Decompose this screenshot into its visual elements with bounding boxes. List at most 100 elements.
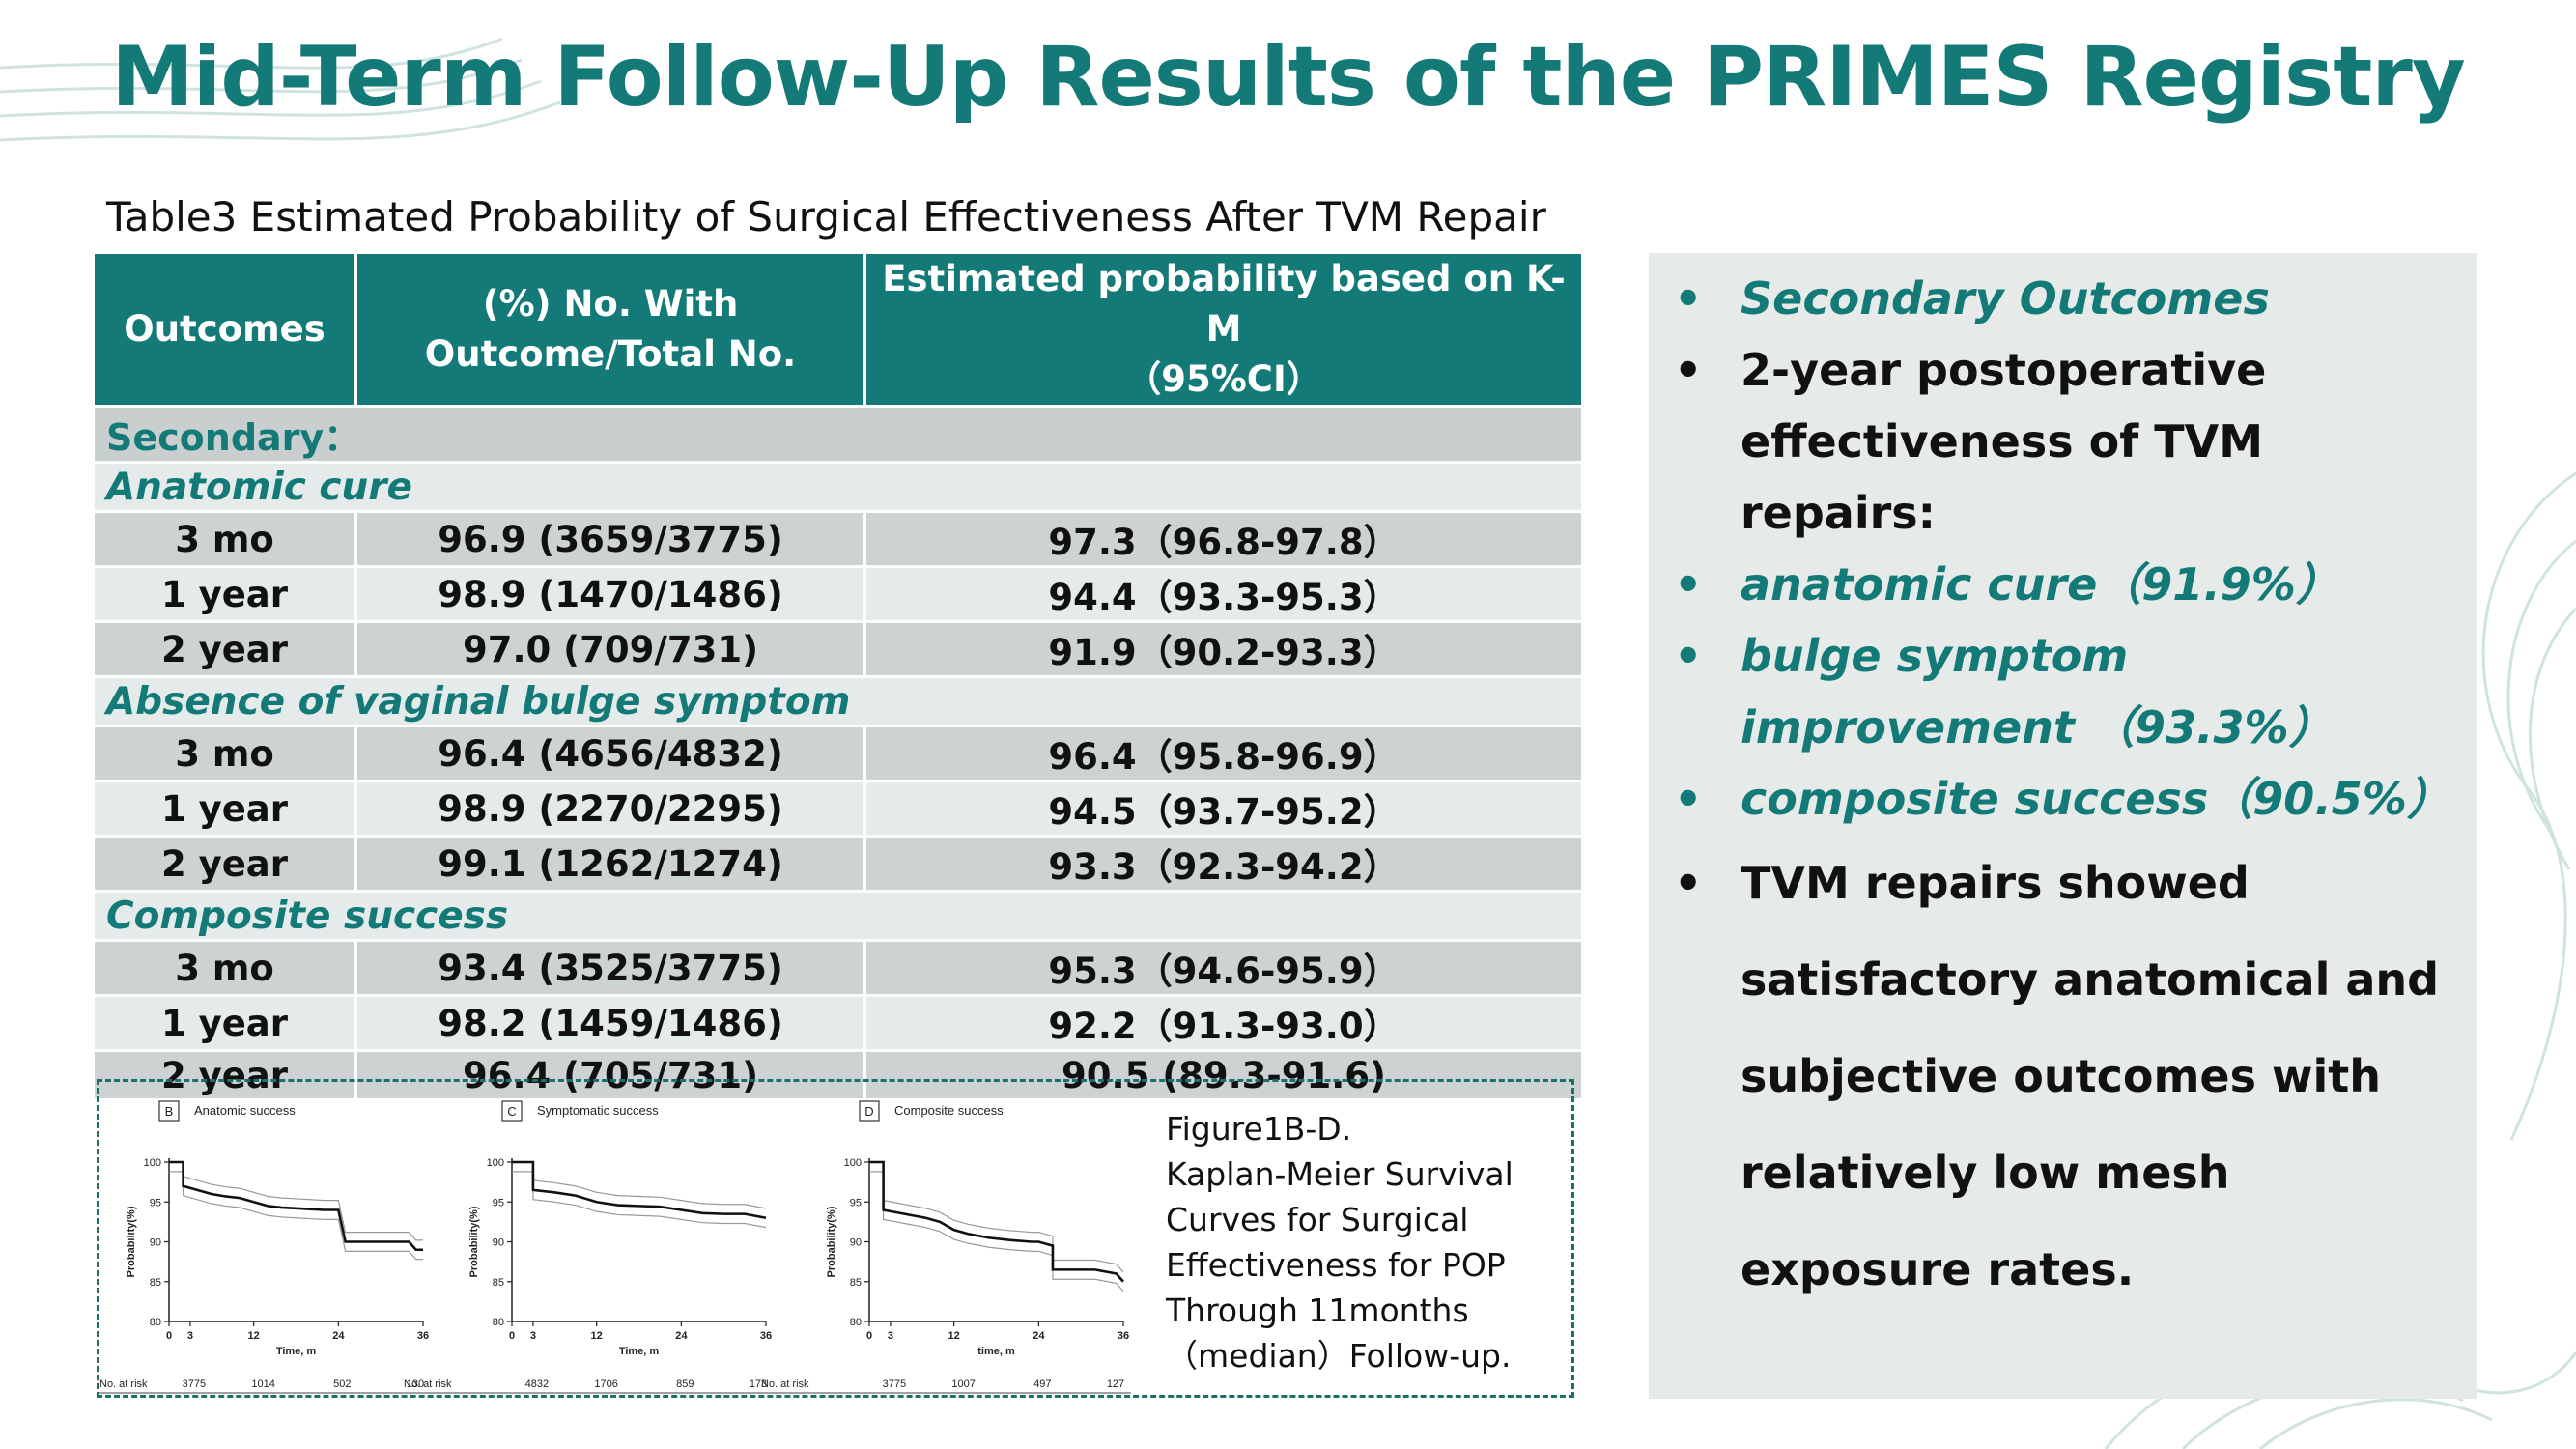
- bullet-dot-icon: •: [1674, 272, 1703, 325]
- x-tick-label: 24: [332, 1330, 345, 1342]
- x-tick-label: 36: [760, 1330, 772, 1342]
- y-tick-label: 100: [844, 1157, 862, 1169]
- table-row: 1 year 98.9 (2270/2295) 94.5（93.7-95.2）: [92, 780, 1584, 838]
- at-risk-value: 1706: [594, 1378, 617, 1390]
- ci-lower-line: [512, 1171, 767, 1229]
- cell-count: 98.9 (1470/1486): [354, 565, 866, 623]
- summary-panel: [1649, 253, 2477, 1399]
- x-tick-label: 3: [530, 1330, 536, 1342]
- km-curve: [512, 1160, 767, 1220]
- cell-time: 3 mo: [92, 939, 357, 997]
- cell-time: 2 year: [92, 620, 357, 678]
- cell-time: 3 mo: [92, 510, 357, 568]
- y-tick-label: 95: [850, 1197, 862, 1208]
- panel-letter: C: [507, 1104, 516, 1119]
- x-tick-label: 0: [866, 1330, 872, 1342]
- y-tick-label: 85: [850, 1277, 862, 1289]
- panel-letter: D: [864, 1104, 873, 1119]
- bullet-item: • 2-year postoperative effectiveness of T…: [1668, 334, 2470, 549]
- chart-title: Composite success: [894, 1103, 1004, 1118]
- y-tick-label: 95: [150, 1197, 161, 1208]
- cell-estimate: 90.5 (89.3-91.6): [863, 1049, 1584, 1101]
- y-tick-label: 100: [487, 1157, 504, 1169]
- y-axis-label: Probability(%): [826, 1206, 837, 1277]
- header-outcomes: Outcomes: [92, 251, 357, 408]
- cell-time: 2 year: [92, 835, 357, 893]
- y-tick-label: 80: [850, 1317, 862, 1328]
- bullet-item: • Secondary Outcomes: [1668, 263, 2470, 334]
- x-tick-label: 0: [166, 1330, 172, 1342]
- table-caption: Table3 Estimated Probability of Surgical…: [106, 193, 1546, 241]
- cell-time: 1 year: [92, 780, 357, 838]
- at-risk-value: 859: [676, 1378, 694, 1390]
- figure-note: Figure1B-D. Kaplan-Meier Survival Curves…: [1166, 1106, 1514, 1378]
- figure-note-line: Figure1B-D.: [1166, 1110, 1352, 1148]
- at-risk-value: 3775: [883, 1378, 906, 1390]
- at-risk-label: No. at risk: [761, 1378, 809, 1390]
- table-row: 1 year 98.9 (1470/1486) 94.4（93.3-95.3）: [92, 565, 1584, 623]
- y-tick-label: 90: [150, 1237, 161, 1249]
- x-tick-label: 12: [591, 1330, 603, 1342]
- results-table: Outcomes (%) No. With Outcome/Total No. …: [92, 251, 1584, 1101]
- km-curve: [169, 1160, 423, 1252]
- bullet-item: • TVM repairs showed satisfactory anatomi…: [1668, 835, 2470, 1318]
- x-tick-label: 0: [509, 1330, 515, 1342]
- figure-note-line: Through 11months: [1166, 1292, 1469, 1329]
- figure-note-line: Kaplan-Meier Survival: [1166, 1155, 1514, 1193]
- bullet-dot-icon: •: [1674, 344, 1703, 396]
- panel-letter-box: [501, 1100, 523, 1122]
- at-risk-value: 1007: [951, 1378, 975, 1390]
- table-row: 2 year 96.4 (705/731) 90.5 (89.3-91.6): [92, 1049, 1584, 1101]
- ci-lower-line: [869, 1171, 1124, 1293]
- cell-count: 98.2 (1459/1486): [354, 994, 866, 1052]
- bullet-dot-icon: •: [1674, 558, 1703, 611]
- cell-estimate: 92.2（91.3-93.0）: [863, 994, 1584, 1052]
- ci-upper-line: [869, 1161, 1124, 1273]
- x-tick-label: 24: [675, 1330, 688, 1342]
- at-risk-label: No. at risk: [404, 1378, 452, 1390]
- cell-count: 96.4 (4656/4832): [354, 724, 866, 782]
- at-risk-value: 173: [750, 1378, 767, 1390]
- header-with-outcome: (%) No. With Outcome/Total No.: [354, 251, 866, 408]
- cell-time: 1 year: [92, 565, 357, 623]
- x-tick-label: 12: [948, 1330, 960, 1342]
- y-axis-label: Probability(%): [468, 1206, 480, 1277]
- x-tick-label: 24: [1033, 1330, 1045, 1342]
- cell-estimate: 93.3（92.3-94.2）: [863, 835, 1584, 893]
- cell-estimate: 96.4（95.8-96.9）: [863, 724, 1584, 782]
- y-tick-label: 95: [493, 1197, 504, 1208]
- table-row: 3 mo 96.4 (4656/4832) 96.4（95.8-96.9）: [92, 724, 1584, 782]
- x-axis-label: Time, m: [276, 1346, 317, 1357]
- chart-title: Symptomatic success: [537, 1103, 659, 1118]
- at-risk-value: 130: [407, 1378, 424, 1390]
- at-risk-value: 3775: [183, 1378, 206, 1390]
- figure-note-line: （median）Follow-up.: [1166, 1337, 1512, 1375]
- panel-letter: B: [165, 1104, 174, 1119]
- y-tick-label: 85: [150, 1277, 161, 1289]
- x-axis-label: Time, m: [619, 1346, 660, 1357]
- panel-letter-box: [859, 1100, 880, 1122]
- y-tick-label: 85: [493, 1277, 504, 1289]
- km-curve: [869, 1160, 1124, 1283]
- x-axis-label: time, m: [977, 1346, 1015, 1357]
- cell-count: 96.4 (705/731): [354, 1049, 866, 1101]
- cell-count: 98.9 (2270/2295): [354, 780, 866, 838]
- cell-count: 96.9 (3659/3775): [354, 510, 866, 568]
- at-risk-value: 1014: [251, 1378, 274, 1390]
- cell-time: 3 mo: [92, 724, 357, 782]
- bullet-dot-icon: •: [1674, 773, 1703, 825]
- table-row: 2 year 97.0 (709/731) 91.9（90.2-93.3）: [92, 620, 1584, 678]
- x-tick-label: 36: [417, 1330, 429, 1342]
- summary-bullets: • Secondary Outcomes • 2-year postoperativ…: [1668, 263, 2470, 1318]
- table-row: 2 year 99.1 (1262/1274) 93.3（92.3-94.2）: [92, 835, 1584, 893]
- cell-estimate: 94.5（93.7-95.2）: [863, 780, 1584, 838]
- x-tick-label: 3: [888, 1330, 893, 1342]
- y-tick-label: 100: [144, 1157, 161, 1169]
- header-km-probability: Estimated probability based on K-M （95%C…: [863, 251, 1584, 408]
- ci-upper-line: [169, 1161, 423, 1241]
- bullet-item: • anatomic cure（91.9%）: [1668, 549, 2470, 620]
- at-risk-value: 497: [1033, 1378, 1051, 1390]
- figure-note-line: Effectiveness for POP: [1166, 1246, 1506, 1284]
- ci-upper-line: [512, 1161, 767, 1209]
- bullet-dot-icon: •: [1674, 857, 1703, 909]
